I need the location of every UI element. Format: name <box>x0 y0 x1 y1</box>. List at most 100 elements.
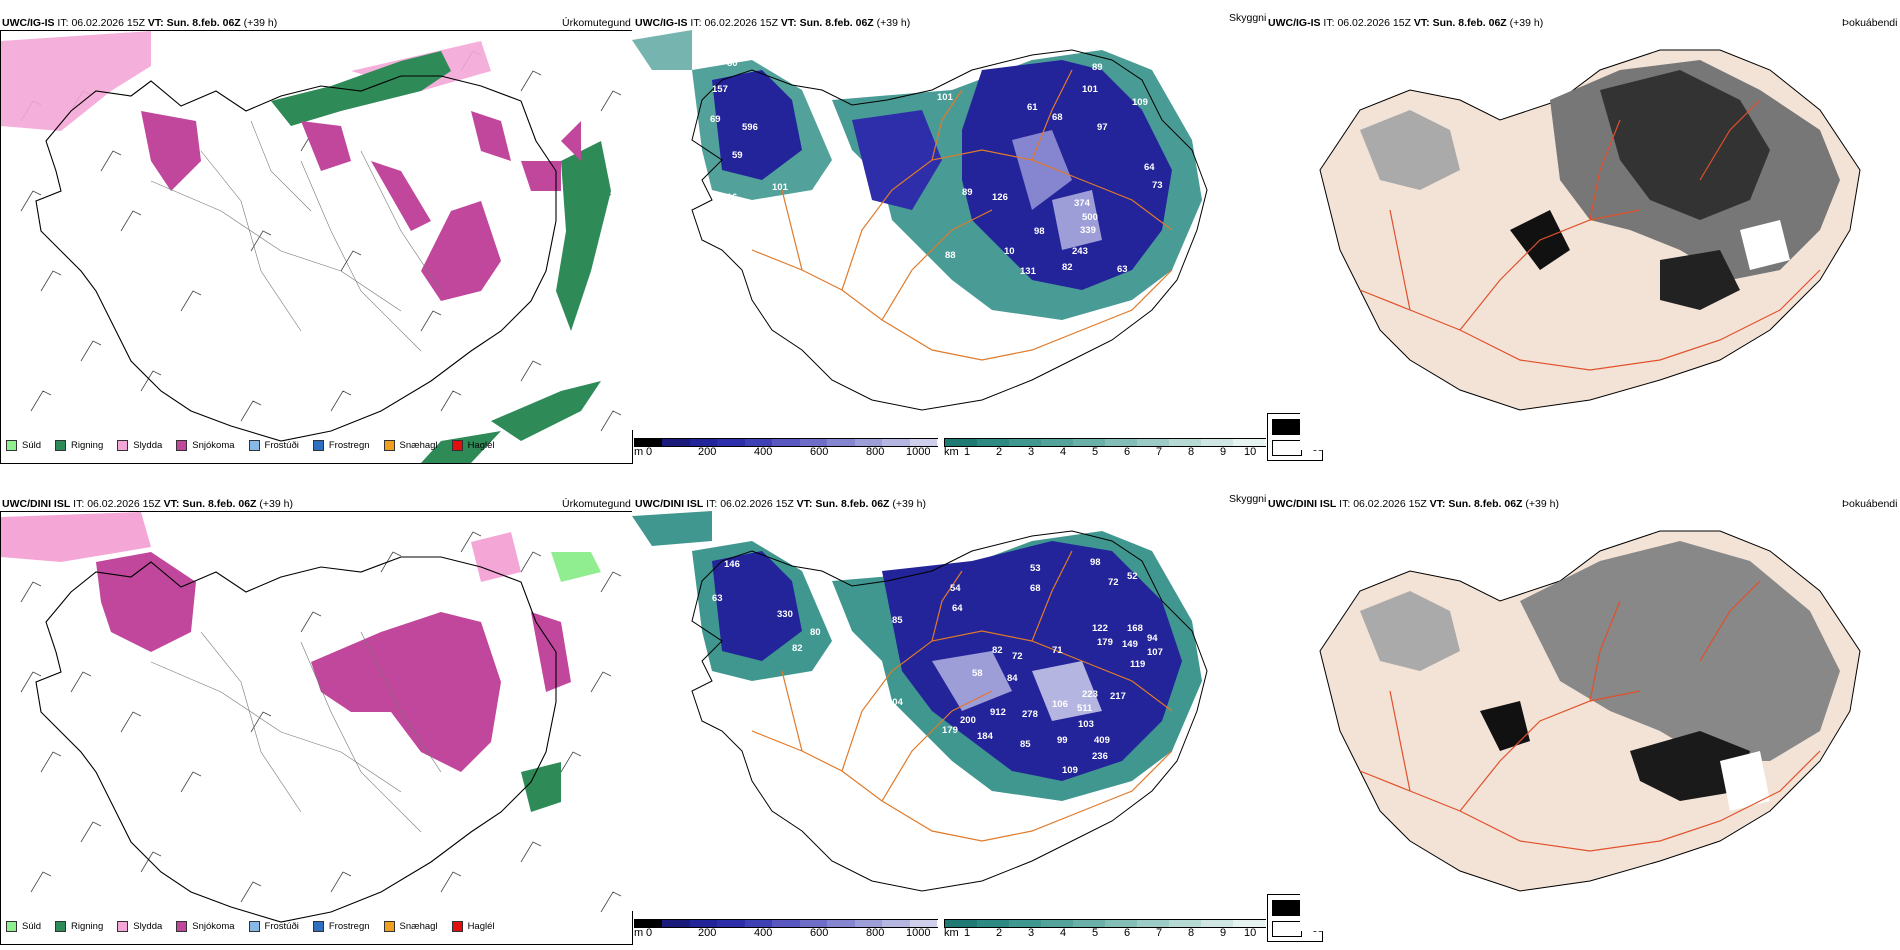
vis-unit: km <box>944 446 959 458</box>
map-label: 82 <box>992 645 1003 656</box>
colorbar-segment <box>1233 439 1266 446</box>
tick: 4 <box>1060 927 1067 939</box>
tick: 200 <box>698 927 717 939</box>
legend-swatch <box>176 440 188 451</box>
map-label: 53 <box>1030 563 1041 574</box>
map-label: 64 <box>952 603 963 614</box>
map-label: 63 <box>712 593 723 604</box>
map-label: 236 <box>1092 751 1108 762</box>
map-label: 89 <box>962 187 973 198</box>
colorbar-segment <box>1105 920 1138 927</box>
tick: 7 <box>1156 446 1163 458</box>
fog-swatch <box>1272 900 1302 916</box>
map-label: 101 <box>937 92 954 103</box>
map-label: 184 <box>977 731 994 742</box>
legend-label: Rigning <box>71 440 104 451</box>
map-label: 217 <box>1110 691 1126 702</box>
tick: 8 <box>1188 927 1195 939</box>
map-label: 84 <box>1007 673 1018 684</box>
visibility-colorbar-row2: km 1 2 3 4 5 6 7 8 9 10 <box>944 919 1266 941</box>
legend-item: Snjókoma <box>176 440 235 451</box>
legend-swatch <box>117 440 129 451</box>
map-label: 80 <box>727 58 738 69</box>
ceiling-unit: m <box>634 927 644 939</box>
map-label: 157 <box>712 84 728 95</box>
map-label: 85 <box>892 615 903 626</box>
map-label: 374 <box>1074 198 1091 209</box>
legend-swatch <box>451 440 463 451</box>
legend-item: Slydda <box>117 921 162 932</box>
map-label: 101 <box>772 182 789 193</box>
map-label: 88 <box>945 250 956 261</box>
colorbar-segment <box>662 439 691 446</box>
legend-swatch <box>6 921 17 932</box>
legend-swatch <box>55 921 67 932</box>
map-label: 63 <box>1117 264 1128 275</box>
map-label: 511 <box>1077 703 1093 714</box>
ceiling-colorbar-row2: m 0 200 400 600 800 1000 <box>634 919 938 941</box>
colorbar-segment <box>1009 439 1042 446</box>
legend-item: Frostregn <box>312 921 370 932</box>
map-label: 72 <box>1012 651 1023 662</box>
map-label: 82 <box>792 643 803 654</box>
visibility-point-labels: 80 157 69 596 59 101 116 101 61 68 89 10… <box>710 58 1163 277</box>
tick: 0 <box>646 446 653 458</box>
colorbar-segment <box>689 920 719 927</box>
visibility-colorbar-row1: km 1 2 3 4 5 6 7 8 9 10 <box>944 438 1266 460</box>
precip-legend-row1: Súld Rigning Slydda Snjókoma Frostúði Fr… <box>6 440 509 451</box>
map-fog-row1 <box>1300 30 1900 450</box>
colorbar-segment <box>772 439 801 446</box>
legend-swatch <box>117 921 129 932</box>
legend-label: Haglél <box>467 921 495 932</box>
tick: 8 <box>1188 446 1195 458</box>
map-visibility-row2: 146 63 330 80 82 85 304 82 54 64 58 82 7… <box>632 511 1272 911</box>
map-label: 122 <box>1092 623 1108 634</box>
map-label: 99 <box>1057 735 1068 746</box>
colorbar-segment <box>717 920 746 927</box>
legend-swatch <box>383 440 395 451</box>
map-label: 68 <box>1052 112 1063 123</box>
map-label: 179 <box>942 725 958 736</box>
tick: 3 <box>1028 927 1035 939</box>
legend-item: Snjókoma <box>176 921 235 932</box>
legend-item: Haglél <box>451 921 495 932</box>
map-label: 109 <box>1062 765 1078 776</box>
map-label: 149 <box>1122 639 1138 650</box>
legend-swatch <box>6 440 17 451</box>
tick: 800 <box>866 927 885 939</box>
legend-swatch <box>248 440 260 451</box>
colorbar-segment <box>977 920 1010 927</box>
ceiling-colorbar-row1: m 0 200 400 600 800 1000 <box>634 438 938 460</box>
map-label: 179 <box>1097 637 1113 648</box>
map-label: 116 <box>722 192 737 203</box>
colorbar-segment <box>1169 920 1202 927</box>
legend-label: Frostregn <box>328 921 370 932</box>
map-visibility-row1: 80 157 69 596 59 101 116 101 61 68 89 10… <box>632 30 1272 430</box>
header-fog-row2: UWC/DINI ISL IT: 06.02.2026 15Z VT: Sun.… <box>1268 498 1559 510</box>
map-label: 58 <box>972 668 983 679</box>
legend-item: Snæhagl <box>383 921 438 932</box>
colorbar-segment <box>744 920 774 927</box>
tick: 2 <box>996 927 1003 939</box>
colorbar-segment <box>882 920 911 927</box>
map-label: 82 <box>1062 262 1073 273</box>
legend-label: Snæhagl <box>399 440 438 451</box>
colorbar-segment <box>1041 920 1074 927</box>
map-precip-type-row2 <box>0 511 633 945</box>
map-label: 10 <box>1004 246 1015 257</box>
tick: 200 <box>698 446 717 458</box>
legend-item: Rigning <box>55 440 103 451</box>
map-label: 596 <box>742 122 758 133</box>
map-label: 107 <box>1147 647 1163 658</box>
tick: 800 <box>866 446 885 458</box>
legend-swatch <box>312 440 324 451</box>
tick: 9 <box>1220 927 1227 939</box>
title-fog-row1: Þokuábendi <box>1842 17 1898 29</box>
colorbar-segment <box>909 439 938 446</box>
map-label: 97 <box>1097 122 1108 133</box>
map-label: 109 <box>1132 97 1148 108</box>
colorbar-segment <box>744 439 774 446</box>
tick: 400 <box>754 446 773 458</box>
colorbar-segment <box>1137 920 1170 927</box>
map-label: 200 <box>960 715 976 726</box>
